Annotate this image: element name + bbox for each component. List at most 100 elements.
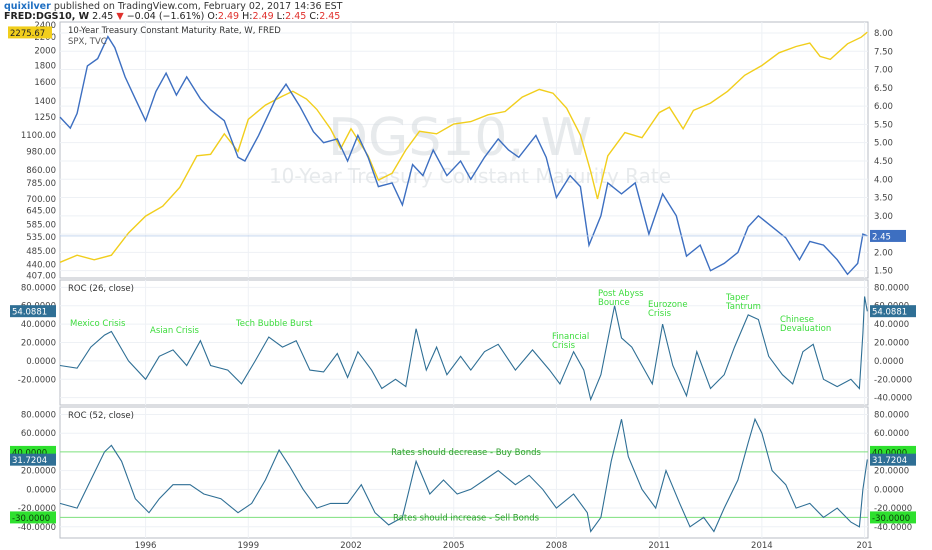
- event-annotation: Mexico Crisis: [70, 319, 126, 329]
- x-tick-label: 2011: [648, 541, 670, 550]
- left-tick-label: 80.0000: [21, 410, 56, 420]
- right-tick-label: 20.0000: [874, 467, 909, 477]
- left-tick-label: 700.00: [26, 195, 56, 205]
- right-tick-label: 8.00: [874, 29, 893, 39]
- event-annotation: Post Abyss: [598, 289, 644, 299]
- roc52-last-label-right-bg: [870, 453, 916, 466]
- roc52-last-label-left: 31.7204: [12, 456, 47, 466]
- left-tick-label: 20.0000: [21, 467, 56, 477]
- roc26-last-label-left: 54.0881: [12, 308, 47, 318]
- event-annotation: Chinese: [780, 315, 814, 325]
- buy-level-label-left: 40.0000: [12, 448, 47, 458]
- left-tick-label: 485.00: [26, 247, 56, 257]
- event-annotation: Crisis: [552, 341, 576, 351]
- right-tick-label: -40.0000: [874, 523, 912, 533]
- close-label: C:: [309, 11, 320, 22]
- left-tick-label: 860.00: [26, 166, 56, 176]
- symbol-label[interactable]: FRED:DGS10, W: [4, 11, 90, 22]
- quote-line: FRED:DGS10, W 2.45 ▼ −0.04 (−1.61%) O:2.…: [4, 11, 340, 22]
- event-annotation: Eurozone: [648, 300, 688, 310]
- event-annotation: Financial: [552, 332, 589, 342]
- pane-1-title: 10-Year Treasury Constant Maturity Rate,…: [68, 26, 281, 36]
- left-tick-label: 0.0000: [26, 485, 56, 495]
- event-annotation: Taper: [725, 293, 750, 303]
- price-change: −0.04 (−1.61%): [126, 11, 205, 22]
- left-tick-label: 1100.00: [21, 131, 56, 141]
- left-tick-label: 2000: [34, 47, 56, 57]
- rate-last-label-bg: [870, 229, 906, 242]
- spx-series-line: [59, 31, 868, 263]
- right-tick-label: 6.50: [874, 84, 893, 94]
- spx-last-label-bg: [8, 26, 52, 39]
- right-tick-label: 0.0000: [874, 357, 904, 367]
- x-tick-label: 1999: [237, 541, 259, 550]
- right-tick-label: 5.00: [874, 139, 893, 149]
- event-annotation: Asian Crisis: [150, 326, 199, 336]
- left-tick-label: 585.00: [26, 220, 56, 230]
- event-annotation: Tantrum: [725, 302, 761, 312]
- left-tick-label: 1250: [34, 113, 56, 123]
- right-tick-label: 40.0000: [874, 320, 909, 330]
- buy-bonds-annotation: Rates should decrease - Buy Bonds: [391, 448, 541, 458]
- event-annotation: Bounce: [598, 298, 630, 308]
- left-tick-label: -20.0000: [18, 504, 56, 514]
- high-label: H:: [242, 11, 253, 22]
- buy-level-label-right: 40.0000: [872, 448, 907, 458]
- watermark-name: 10-Year Treasury Constant Maturity Rate: [269, 164, 671, 188]
- pane-2-title: ROC (26, close): [68, 284, 134, 294]
- left-tick-label: 20.0000: [21, 339, 56, 349]
- right-tick-label: 80.0000: [874, 410, 909, 420]
- low-label: L:: [276, 11, 286, 22]
- left-tick-label: 2400: [34, 21, 56, 31]
- roc26-last-label-left-bg: [10, 305, 56, 318]
- right-tick-label: 80.0000: [874, 283, 909, 293]
- pane-1-frame: [59, 21, 869, 279]
- right-tick-label: 60.0000: [874, 429, 909, 439]
- spx-last-label: 2275.67: [10, 29, 45, 39]
- right-tick-label: 7.50: [874, 47, 893, 57]
- last-price: 2.45: [92, 11, 114, 22]
- left-tick-label: -20.0000: [18, 375, 56, 385]
- left-tick-label: 785.00: [26, 179, 56, 189]
- right-tick-label: 4.00: [874, 175, 893, 185]
- right-tick-label: 0.0000: [874, 485, 904, 495]
- left-tick-label: -40.0000: [18, 523, 56, 533]
- x-tick-label: 1996: [135, 541, 157, 550]
- right-tick-label: 2.00: [874, 248, 893, 258]
- pane-3-title: ROC (52, close): [68, 411, 134, 421]
- right-tick-label: 3.00: [874, 212, 893, 222]
- right-tick-label: -40.0000: [874, 394, 912, 404]
- sell-bonds-annotation: Rates should increase - Sell Bonds: [393, 513, 540, 523]
- roc26-last-label-right: 54.0881: [872, 308, 907, 318]
- x-tick-label: 2005: [443, 541, 465, 550]
- roc52-series-line: [59, 417, 868, 533]
- left-tick-label: 440.00: [26, 261, 56, 271]
- pane-3-frame: [59, 406, 869, 539]
- right-tick-label: 5.50: [874, 120, 893, 130]
- right-tick-label: 3.50: [874, 194, 893, 204]
- event-annotation: Tech Bubble Burst: [235, 319, 313, 329]
- right-tick-label: -20.0000: [874, 504, 912, 514]
- event-annotation: Devaluation: [780, 324, 831, 334]
- author-link[interactable]: quixilver: [4, 1, 51, 12]
- sell-level-label-left-bg: [10, 511, 56, 524]
- left-tick-label: 40.0000: [21, 320, 56, 330]
- x-tick-label: 2014: [751, 541, 773, 550]
- close-value: 2.45: [319, 11, 341, 22]
- right-tick-label: 6.00: [874, 102, 893, 112]
- left-tick-label: 0.0000: [26, 357, 56, 367]
- down-arrow-icon: ▼: [116, 11, 124, 22]
- right-tick-label: 4.50: [874, 157, 893, 167]
- watermark-symbol: DGS10, W: [328, 108, 592, 168]
- publish-info: quixilver published on TradingView.com, …: [4, 1, 342, 12]
- event-annotation: Crisis: [648, 309, 672, 319]
- right-tick-label: -20.0000: [874, 375, 912, 385]
- roc26-last-label-right-bg: [870, 305, 916, 318]
- publish-text: published on TradingView.com, February 0…: [53, 1, 343, 12]
- sell-level-label-left: -30.0000: [12, 514, 50, 524]
- left-tick-label: 1400: [34, 97, 56, 107]
- left-tick-label: 535.00: [26, 233, 56, 243]
- x-tick-label: 2002: [340, 541, 362, 550]
- roc52-last-label-right: 31.7204: [872, 456, 907, 466]
